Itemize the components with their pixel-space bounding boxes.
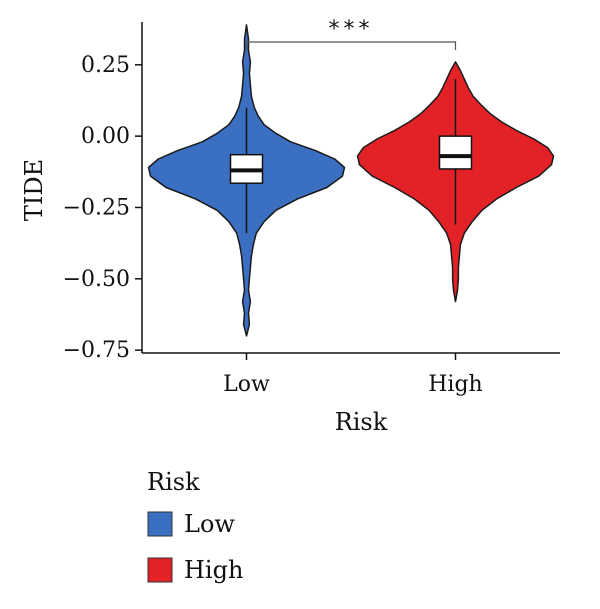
legend-swatch-low xyxy=(147,511,173,537)
box-high xyxy=(438,135,473,170)
legend-swatch-high xyxy=(147,557,173,583)
y-axis-title: TIDE xyxy=(20,159,48,221)
y-tick-label: −0.75 xyxy=(63,338,130,363)
legend-title: Risk xyxy=(147,468,200,496)
legend: Low High xyxy=(147,510,243,584)
x-tick-label: Low xyxy=(223,372,270,397)
significance-bracket xyxy=(245,41,457,50)
significance-label: *** xyxy=(329,17,374,42)
y-tick-label: −0.25 xyxy=(63,195,130,220)
y-tick-label: 0.25 xyxy=(81,53,130,78)
y-tick-label: −0.50 xyxy=(63,267,130,292)
legend-label-high: High xyxy=(184,556,243,584)
legend-label-low: Low xyxy=(184,510,235,538)
y-tick-label: 0.00 xyxy=(81,124,130,149)
plot-area: 0.25 0.00 −0.25 −0.50 −0.75 Low High *** xyxy=(63,17,560,397)
x-axis-title: Risk xyxy=(335,408,388,436)
x-tick-label: High xyxy=(428,372,482,397)
